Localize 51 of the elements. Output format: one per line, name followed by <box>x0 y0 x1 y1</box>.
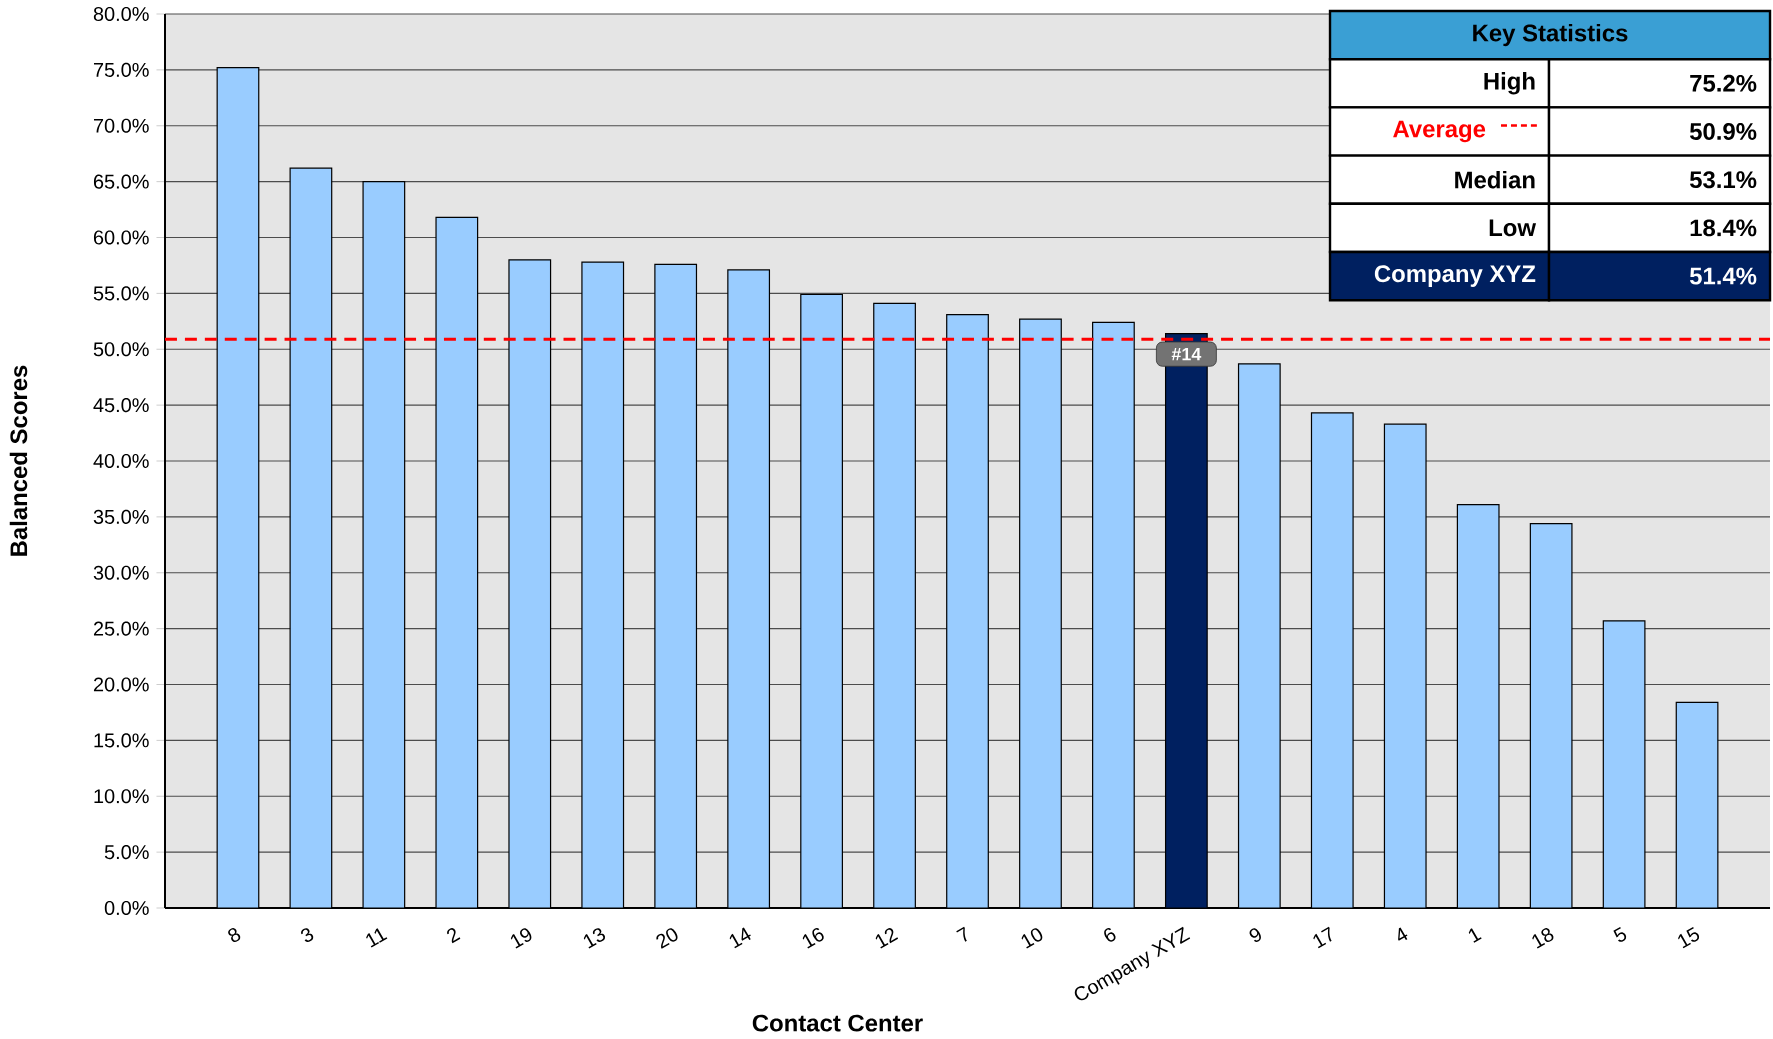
x-tick-label: 10 <box>1021 928 1043 949</box>
x-tick-label: 11 <box>366 928 388 948</box>
y-tick-label: 65.0% <box>93 174 149 189</box>
x-tick-label: 14 <box>729 927 751 949</box>
x-tick-label: 15 <box>1678 926 1700 949</box>
y-tick-label: 75.0% <box>93 62 149 77</box>
annotation: Low <box>1489 219 1537 237</box>
y-tick-label: 35.0% <box>93 509 149 524</box>
legend-label: Average <box>1393 120 1486 143</box>
x-axis-title: Contact Center <box>752 1014 923 1032</box>
x-tick-label: 16 <box>802 928 824 949</box>
y-tick-label: 50.0% <box>93 342 149 357</box>
y-tick-label: 15.0% <box>94 733 149 748</box>
annotation: Key Statistics <box>1473 23 1628 47</box>
x-tick-label: 1 <box>1468 928 1482 943</box>
annotation: 75.2% <box>1690 74 1757 92</box>
y-tick-label: 0.0% <box>104 900 149 916</box>
y-tick-label: 80.0% <box>93 6 149 22</box>
x-tick-label: 13 <box>583 928 606 949</box>
annotation: 51.4% <box>1689 267 1757 285</box>
y-tick-label: 70.0% <box>93 118 149 133</box>
y-tick-label: 30.0% <box>93 565 149 580</box>
x-tick-label: 17 <box>1313 926 1332 949</box>
x-tick-label: 6 <box>1104 928 1116 942</box>
y-axis-title: Balanced Scores <box>9 365 28 556</box>
x-tick-label: 20 <box>656 928 678 949</box>
annotation: High <box>1484 72 1535 95</box>
x-tick-label: 8 <box>228 928 241 942</box>
x-tick-label: 9 <box>1249 928 1261 942</box>
y-tick-label: 10.0% <box>94 789 149 804</box>
x-tick-label: 12 <box>875 928 899 949</box>
y-tick-label: 25.0% <box>93 621 149 636</box>
annotation: #14 <box>1171 347 1202 361</box>
y-tick-label: 20.0% <box>93 677 149 692</box>
annotation: Company XYZ <box>1374 265 1536 287</box>
x-tick-label: 5 <box>1613 926 1627 942</box>
x-tick-label: 4 <box>1398 927 1408 941</box>
y-tick-label: 55.0% <box>93 286 149 301</box>
y-tick-label: 45.0% <box>93 398 149 413</box>
annotation: 18.4% <box>1690 219 1757 237</box>
x-tick-label: 2 <box>447 928 461 944</box>
x-tick-label: 18 <box>1532 928 1554 949</box>
y-tick-label: 60.0% <box>93 230 149 245</box>
annotation: 50.9% <box>1689 123 1757 140</box>
x-tick-label: 19 <box>510 928 532 949</box>
x-tick-label: 3 <box>301 928 314 942</box>
y-tick-label: 40.0% <box>93 453 149 469</box>
x-tick-label: 7 <box>956 926 967 942</box>
annotation: Median <box>1455 170 1535 189</box>
annotation: 53.1% <box>1689 171 1757 189</box>
y-tick-label: 5.0% <box>104 845 149 860</box>
